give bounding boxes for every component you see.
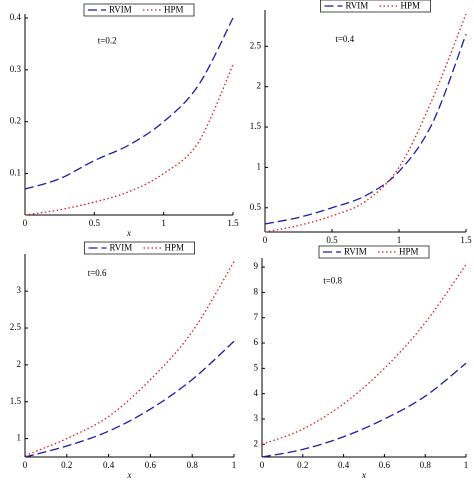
series-line bbox=[264, 13, 467, 233]
legend-label: HPM bbox=[165, 243, 185, 253]
y-tick-label: 0.3 bbox=[10, 64, 22, 74]
series-line bbox=[264, 33, 467, 225]
x-tick-label: 0.5 bbox=[89, 218, 101, 228]
x-tick-label: 0.5 bbox=[326, 235, 338, 245]
x-axis-label: x bbox=[126, 228, 131, 238]
annotation: t=0.2 bbox=[98, 36, 117, 46]
legend-label: HPM bbox=[401, 1, 421, 11]
y-tick-label: 7 bbox=[254, 312, 259, 322]
legend-box bbox=[84, 241, 195, 255]
legend-label: HPM bbox=[164, 5, 184, 15]
x-tick-label: 0.6 bbox=[145, 460, 157, 470]
x-tick-label: 0.4 bbox=[338, 460, 350, 470]
series-line bbox=[261, 362, 467, 458]
x-tick-label: 0 bbox=[23, 218, 28, 228]
y-tick-label: 2 bbox=[257, 81, 262, 91]
series-line bbox=[24, 261, 235, 457]
x-tick-label: 0.8 bbox=[187, 460, 199, 470]
series-line bbox=[24, 340, 235, 458]
x-tick-label: 0.2 bbox=[61, 460, 72, 470]
y-tick-label: 3 bbox=[17, 285, 22, 295]
y-tick-label: 0.2 bbox=[10, 116, 21, 126]
x-tick-label: 1.5 bbox=[460, 235, 472, 245]
x-tick-label: 1 bbox=[397, 235, 402, 245]
series-line bbox=[24, 17, 234, 190]
y-tick-label: 0.4 bbox=[10, 12, 22, 22]
y-tick-label: 0.1 bbox=[10, 168, 21, 178]
legend-label: HPM bbox=[399, 247, 419, 257]
annotation: t=0.6 bbox=[88, 268, 107, 278]
annotation: t=0.8 bbox=[323, 276, 342, 286]
x-tick-label: 0.2 bbox=[297, 460, 308, 470]
annotation: t=0.4 bbox=[335, 34, 354, 44]
legend-box bbox=[83, 3, 195, 17]
x-tick-label: 0 bbox=[260, 460, 265, 470]
y-tick-label: 2.5 bbox=[250, 40, 262, 50]
legend-label: RVIM bbox=[110, 243, 133, 253]
y-tick-label: 2.5 bbox=[10, 322, 22, 332]
x-axis-label: x bbox=[361, 470, 366, 480]
x-tick-label: 1 bbox=[232, 460, 237, 470]
legend-label: RVIM bbox=[346, 1, 369, 11]
x-tick-label: 0.8 bbox=[420, 460, 432, 470]
series-line bbox=[261, 264, 467, 445]
y-tick-label: 9 bbox=[254, 261, 259, 271]
legend-box bbox=[318, 245, 430, 259]
y-tick-label: 0.5 bbox=[250, 202, 262, 212]
x-tick-label: 0.4 bbox=[103, 460, 115, 470]
x-tick-label: 1.5 bbox=[227, 218, 239, 228]
x-tick-label: 0 bbox=[23, 460, 28, 470]
series-line bbox=[24, 64, 234, 216]
y-tick-label: 6 bbox=[254, 337, 259, 347]
legend-label: RVIM bbox=[344, 247, 367, 257]
y-tick-label: 1 bbox=[17, 433, 22, 443]
y-tick-label: 1.5 bbox=[250, 121, 262, 131]
y-tick-label: 3 bbox=[254, 413, 259, 423]
x-axis-label: x bbox=[127, 470, 132, 480]
x-tick-label: 0.6 bbox=[379, 460, 391, 470]
x-tick-label: 1 bbox=[464, 460, 469, 470]
y-tick-label: 1.5 bbox=[10, 396, 22, 406]
y-tick-label: 8 bbox=[254, 286, 259, 296]
y-tick-label: 4 bbox=[254, 388, 259, 398]
y-tick-label: 2 bbox=[17, 359, 22, 369]
y-tick-label: 2 bbox=[254, 438, 259, 448]
x-tick-label: 1 bbox=[161, 218, 166, 228]
x-tick-label: 0 bbox=[263, 235, 268, 245]
legend-box bbox=[320, 0, 431, 13]
legend-label: RVIM bbox=[109, 5, 132, 15]
y-tick-label: 1 bbox=[257, 161, 262, 171]
y-tick-label: 5 bbox=[254, 362, 259, 372]
